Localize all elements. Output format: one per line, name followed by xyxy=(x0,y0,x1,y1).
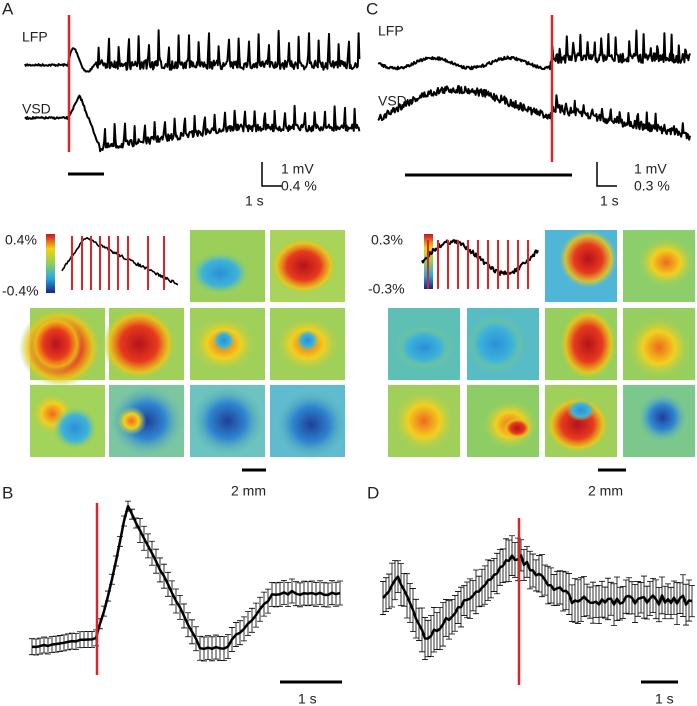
inset-trace xyxy=(421,239,539,276)
map-blob xyxy=(626,315,692,380)
colorbar-label: 0.4% xyxy=(5,232,37,248)
scale-label: 1 mV xyxy=(634,161,667,177)
inset-trace xyxy=(61,237,178,286)
lfp-trace xyxy=(24,29,361,73)
scale-label: 0.3 % xyxy=(634,178,670,194)
error-bars xyxy=(29,500,343,662)
frame-markers xyxy=(71,236,165,290)
vsd-map xyxy=(270,385,349,461)
scale-label: 1 mV xyxy=(281,161,314,177)
vsd-trace xyxy=(377,85,691,141)
map-blob xyxy=(190,385,265,457)
mean-trace xyxy=(382,554,693,640)
scale-label: 1 s xyxy=(298,691,317,706)
trace-label: LFP xyxy=(378,23,404,39)
map-scale-label: 2 mm xyxy=(231,483,266,499)
map-scale-label: 2 mm xyxy=(588,483,623,499)
lfp-trace xyxy=(377,29,691,71)
error-bar xyxy=(689,585,695,618)
vsd-map xyxy=(623,385,695,457)
trace-label: VSD xyxy=(22,101,51,117)
vsd-map xyxy=(190,230,265,302)
vsd-maps xyxy=(18,229,695,461)
map-blob xyxy=(566,399,596,422)
colorbar-label: -0.3% xyxy=(368,281,405,297)
vsd-map xyxy=(30,385,105,457)
map-blob xyxy=(559,308,617,380)
scale-bar xyxy=(261,162,282,187)
map-blob xyxy=(503,417,532,440)
map-blob xyxy=(270,237,338,295)
vsd-map xyxy=(545,385,617,457)
trace-label: LFP xyxy=(22,29,48,45)
scale-bar xyxy=(596,162,617,187)
vsd-trace xyxy=(24,94,361,153)
vsd-map xyxy=(190,385,265,457)
vsd-map xyxy=(467,308,539,380)
vsd-map xyxy=(545,229,617,302)
scale-label: 1 s xyxy=(600,193,619,209)
scale-label: 1 s xyxy=(655,691,674,706)
error-bars xyxy=(380,535,695,660)
frame-markers xyxy=(427,240,529,289)
map-blob xyxy=(212,329,235,352)
vsd-map xyxy=(109,385,184,457)
scale-label: 0.4 % xyxy=(281,178,317,194)
vsd-map xyxy=(190,308,265,380)
vsd-map xyxy=(545,308,617,380)
vsd-map xyxy=(388,308,460,380)
map-blob xyxy=(273,388,349,461)
map-blob xyxy=(101,308,177,380)
colorbar-label: -0.4% xyxy=(2,283,39,299)
map-blob xyxy=(296,329,319,352)
map-blob xyxy=(637,237,695,288)
map-blob xyxy=(467,315,525,373)
vsd-map xyxy=(270,308,345,380)
panel-label: A xyxy=(2,0,14,18)
vsd-map xyxy=(101,308,184,380)
vsd-map xyxy=(270,230,345,302)
map-blob xyxy=(116,406,147,436)
vsd-map xyxy=(18,308,105,388)
vsd-map xyxy=(467,385,539,457)
map-blob xyxy=(52,406,98,450)
map-blob xyxy=(395,326,453,370)
vsd-map xyxy=(388,385,460,457)
vsd-map xyxy=(623,308,695,380)
map-blob xyxy=(559,229,617,288)
panel-label: D xyxy=(367,483,379,502)
map-blob xyxy=(190,251,250,295)
map-blob xyxy=(30,315,83,373)
scale-label: 1 s xyxy=(245,193,264,209)
vsd-map xyxy=(623,230,695,302)
colorbar-label: 0.3% xyxy=(371,232,403,248)
map-blob xyxy=(391,388,457,454)
mean-trace xyxy=(31,504,341,651)
error-bar xyxy=(380,581,386,615)
map-blob xyxy=(637,392,688,443)
panel-label: C xyxy=(366,0,378,18)
panel-label: B xyxy=(2,483,13,502)
colorbar xyxy=(46,234,55,293)
